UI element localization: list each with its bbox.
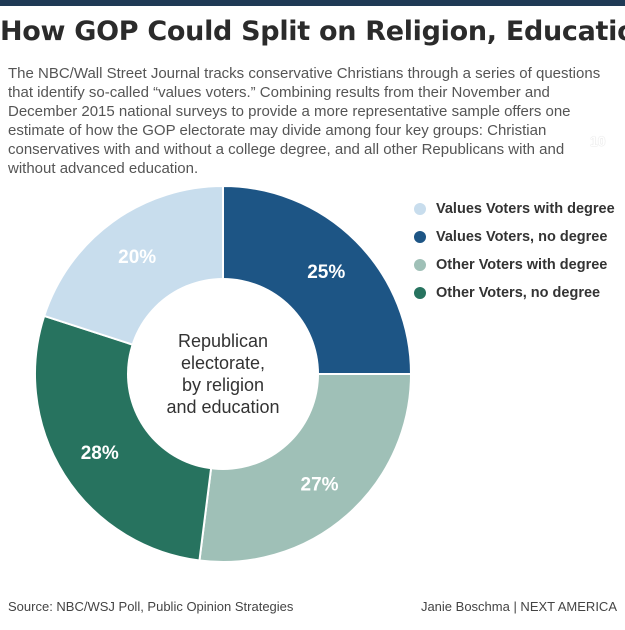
center-label-line: and education [166, 397, 279, 417]
slice-value-label: 27% [301, 475, 339, 496]
legend-item: Other Voters with degree [414, 251, 619, 279]
legend-swatch [414, 231, 426, 243]
chart-subtitle: The NBC/Wall Street Journal tracks conse… [8, 65, 601, 177]
donut-center-hole [127, 278, 319, 470]
legend-label: Other Voters, no degree [436, 285, 601, 301]
source-note: Source: NBC/WSJ Poll, Public Opinion Str… [8, 599, 294, 614]
credit-note: Janie Boschma | NEXT AMERICA [420, 599, 617, 614]
legend-item: Other Voters, no degree [414, 279, 619, 307]
legend-swatch [414, 259, 426, 271]
page-mark: 10 [590, 133, 606, 149]
center-label-line: Republican [178, 331, 268, 351]
legend-item: Values Voters, no degree [414, 223, 619, 251]
legend-label: Values Voters, no degree [436, 229, 608, 245]
legend-swatch [414, 287, 426, 299]
legend-swatch [414, 203, 426, 215]
top-accent-bar [0, 0, 625, 6]
center-label-line: by religion [182, 375, 264, 395]
legend-label: Other Voters with degree [436, 257, 608, 273]
slice-value-label: 20% [118, 247, 156, 268]
center-label-line: electorate, [181, 353, 265, 373]
slice-value-label: 25% [307, 262, 345, 283]
chart-title: How GOP Could Split on Religion, Educati… [0, 16, 625, 47]
legend-item: Values Voters with degree [414, 195, 619, 223]
slice-value-label: 28% [81, 443, 119, 464]
chart-legend: Values Voters with degree Values Voters, … [414, 195, 619, 307]
legend-label: Values Voters with degree [436, 201, 615, 217]
